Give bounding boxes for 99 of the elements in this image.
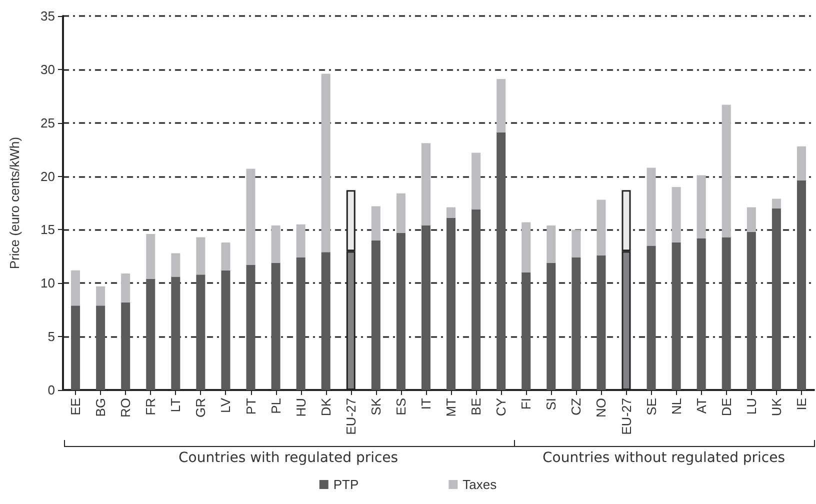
bar xyxy=(96,306,106,390)
bar xyxy=(472,152,481,210)
bar xyxy=(572,257,581,390)
x-tick-label: FR xyxy=(143,398,158,416)
bar xyxy=(371,240,380,390)
x-tick-label: EU-27 xyxy=(618,398,634,435)
bar xyxy=(772,198,781,208)
text: Countries with regulated prices xyxy=(177,450,400,466)
x-tick-label: GR xyxy=(193,398,208,418)
x-tick-label: SK xyxy=(368,398,384,416)
y-tick-label: 10 xyxy=(40,276,55,291)
bar xyxy=(446,218,456,390)
x-tick-label: LU xyxy=(744,398,759,415)
bar xyxy=(772,208,781,390)
bar xyxy=(596,255,606,390)
bar xyxy=(396,193,406,233)
x-tick-label: CY xyxy=(494,398,509,416)
y-tick-label: 35 xyxy=(40,8,55,24)
x-tick-label: RO xyxy=(118,398,134,418)
x-tick-label: LT xyxy=(168,398,184,412)
bar xyxy=(221,242,230,270)
bar xyxy=(546,262,556,390)
x-tick-label: ES xyxy=(393,398,408,416)
bar xyxy=(722,237,731,390)
x-tick-label: IT xyxy=(418,398,434,410)
bar xyxy=(296,257,306,390)
x-tick-label: UK xyxy=(768,398,784,416)
x-tick-label: NO xyxy=(594,398,609,418)
bar xyxy=(572,230,581,258)
y-tick-label: 25 xyxy=(40,115,55,130)
x-tick-label: MT xyxy=(444,398,459,417)
bar xyxy=(722,104,731,238)
bar xyxy=(71,270,80,306)
text: Countries without regulated prices xyxy=(542,450,786,466)
bar xyxy=(271,225,280,263)
x-tick-label: BE xyxy=(468,398,484,416)
bar xyxy=(196,274,206,390)
bar xyxy=(746,207,756,232)
bar xyxy=(146,278,156,390)
bar xyxy=(171,253,180,277)
bar xyxy=(596,200,606,256)
bar xyxy=(71,306,80,390)
bar xyxy=(321,74,330,252)
x-tick-label: IE xyxy=(794,398,809,410)
y-tick-label: 20 xyxy=(40,168,55,184)
x-tick-label: EU-27 xyxy=(343,398,358,435)
x-tick-label: PT xyxy=(243,398,258,415)
bar xyxy=(96,286,106,306)
bar xyxy=(796,180,806,390)
x-tick-label: SE xyxy=(644,398,659,416)
bar xyxy=(421,225,430,390)
legend-label: PTP xyxy=(333,477,359,492)
bar xyxy=(672,242,681,390)
bar xyxy=(546,225,556,263)
y-tick-label: 30 xyxy=(40,62,55,77)
bar xyxy=(396,232,406,390)
bar xyxy=(246,168,256,265)
bar xyxy=(496,79,506,132)
bar xyxy=(796,146,806,181)
bar xyxy=(296,224,306,258)
x-tick-label: HU xyxy=(293,398,308,417)
bar xyxy=(672,186,681,243)
y-tick-label: 5 xyxy=(48,329,55,344)
bar xyxy=(696,238,706,390)
bar xyxy=(421,143,430,226)
x-tick-label: PL xyxy=(268,398,284,414)
bar xyxy=(321,252,330,390)
x-tick-label: BG xyxy=(93,398,108,417)
bar xyxy=(121,302,130,390)
bar xyxy=(121,274,130,302)
x-tick-label: SI xyxy=(544,398,559,410)
bar xyxy=(196,237,206,275)
x-tick-label: AT xyxy=(694,398,709,414)
bar xyxy=(746,232,756,390)
x-tick-label: FI xyxy=(518,398,534,410)
bar xyxy=(522,272,531,390)
x-tick-label: EE xyxy=(68,398,84,416)
bar xyxy=(696,175,706,238)
bar xyxy=(646,168,656,246)
x-tick-label: NL xyxy=(668,398,684,415)
bar xyxy=(221,270,230,390)
y-tick-label: 15 xyxy=(40,222,55,238)
bar xyxy=(146,234,156,279)
bar xyxy=(522,222,531,272)
bar xyxy=(371,206,380,240)
bar xyxy=(472,209,481,390)
x-tick-label: DE xyxy=(718,398,734,416)
bar xyxy=(646,246,656,390)
bar xyxy=(496,132,506,390)
x-tick-label: DK xyxy=(318,398,334,416)
x-tick-label: LV xyxy=(218,398,234,413)
y-tick-label: 0 xyxy=(48,382,55,398)
bar xyxy=(446,207,456,218)
bar xyxy=(171,276,180,390)
bar xyxy=(246,264,256,390)
legend-label: Taxes xyxy=(462,477,498,492)
y-axis-title: Price (euro cents/kWh) xyxy=(7,136,22,270)
bar xyxy=(271,262,280,390)
x-tick-label: CZ xyxy=(568,398,584,416)
